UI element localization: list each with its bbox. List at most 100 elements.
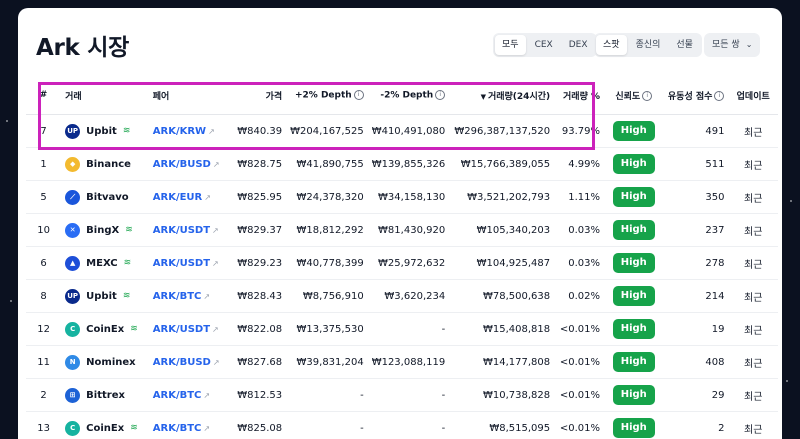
cell-volume-pct: 0.02% [554,279,605,313]
cell-price: ₩840.39 [230,114,287,148]
cell-depth-minus: ₩139,855,326 [367,147,450,181]
exchange-name-link[interactable]: Binance [86,158,131,170]
table-row[interactable]: 1 ◆ Binance ARK/BUSD ↗ ₩828.75 ₩41,890,755 ₩139… [26,147,778,181]
exchange-name-link[interactable]: Nominex [86,356,136,368]
external-link-icon[interactable]: ↗ [203,390,211,400]
filter-spot-button[interactable]: 스팟 [596,35,627,55]
exchange-name-link[interactable]: Bittrex [86,389,125,401]
cell-depth-plus: ₩40,778,399 [286,246,368,280]
cell-volume: ₩15,766,389,055 [449,147,555,181]
upbit-logo-icon: UP [65,123,81,139]
external-link-icon[interactable]: ↗ [212,159,220,169]
header-depth-minus[interactable]: -2% Depth i [367,76,450,115]
filter-futures-button[interactable]: 선물 [676,40,693,50]
pair-link[interactable]: ARK/BTC [152,389,202,401]
external-link-icon[interactable]: ↗ [212,225,219,235]
cell-depth-minus: ₩3,620,234 [367,279,450,313]
cell-depth-minus: ₩34,158,130 [367,180,450,214]
cell-trust: High [604,279,664,313]
cell-price: ₩825.95 [230,180,287,214]
external-link-icon[interactable]: ↗ [203,291,211,301]
header-updated[interactable]: 업데이트 [728,76,778,115]
header-pair[interactable]: 페어 [148,76,231,115]
header-rank[interactable]: # [26,76,62,115]
pair-link[interactable]: ARK/USDT [152,323,211,335]
header-exchange[interactable]: 거래 [61,76,149,115]
verified-stack-icon: ≋ [125,225,133,235]
table-row[interactable]: 12 C CoinEx ≋ ARK/USDT ↗ ₩822.08 ₩13,375,530- ₩1… [26,312,778,346]
cell-volume-pct: 0.03% [554,246,605,280]
cell-rank: 10 [26,213,62,247]
pair-link[interactable]: ARK/EUR [152,191,203,203]
trade-type-filter: 스팟 종신의 선물 [594,33,702,57]
filter-all-button[interactable]: 모두 [495,35,526,55]
exchange-name-link[interactable]: Upbit [86,290,117,302]
table-row[interactable]: 10 ✕ BingX ≋ ARK/USDT ↗ ₩829.37 ₩18,812,292 ₩81,… [26,213,778,247]
header-price[interactable]: 가격 [230,76,287,115]
header-trust-label: 신뢰도 [615,91,641,102]
bittrex-logo-icon: ⊞ [65,387,81,403]
table-row[interactable]: 5 ⟋ Bitvavo ARK/EUR ↗ ₩825.95 ₩24,378,320 ₩34,1… [26,180,778,214]
binance-logo-icon: ◆ [65,156,81,172]
cell-pair: ARK/USDT ↗ [148,246,231,280]
pair-link[interactable]: ARK/USDT [152,224,211,236]
header-depth-plus[interactable]: +2% Depth i [286,76,368,115]
external-link-icon[interactable]: ↗ [212,324,219,334]
exchange-name-link[interactable]: CoinEx [86,422,125,434]
cell-volume: ₩3,521,202,793 [449,180,555,214]
header-volume[interactable]: ▼ 거래량(24시간) [449,76,555,115]
header-trust[interactable]: 신뢰도 i [604,76,664,115]
trust-badge: High [612,418,655,438]
cell-trust: High [604,312,664,346]
pair-link[interactable]: ARK/BTC [152,290,202,302]
filter-perpetual-button[interactable]: 종신의 [635,40,661,50]
external-link-icon[interactable]: ↗ [204,192,211,202]
exchange-name-link[interactable]: Upbit [86,125,117,137]
table-row[interactable]: 2 ⊞ Bittrex ARK/BTC ↗ ₩812.53- - ₩10,738,828 <0.… [26,378,778,412]
table-row[interactable]: 13 C CoinEx ≋ ARK/BTC ↗ ₩825.08- - ₩8,515,095 <0.… [26,411,778,439]
cell-updated: 최근 [728,246,778,280]
pair-link[interactable]: ARK/BUSD [152,356,211,368]
external-link-icon[interactable]: ↗ [208,126,215,136]
cell-depth-plus: ₩8,756,910 [286,279,368,313]
trust-badge: High [612,187,655,207]
header-volume-label: 거래량(24시간) [487,91,551,102]
exchange-name-link[interactable]: BingX [86,224,120,236]
table-row[interactable]: 8 UP Upbit ≋ ARK/BTC ↗ ₩828.43 ₩8,756,910 ₩3,620… [26,279,778,313]
cell-exchange: ✕ BingX ≋ [61,213,149,247]
pair-dropdown[interactable]: 모든 쌍 ⌄ [704,33,761,57]
table-row[interactable]: 6 ▲ MEXC ≋ ARK/USDT ↗ ₩829.23 ₩40,778,399 ₩25,97… [26,246,778,280]
info-icon[interactable]: i [353,89,364,100]
table-row[interactable]: 11 N Nominex ARK/BUSD ↗ ₩827.68 ₩39,831,204 ₩12… [26,345,778,379]
external-link-icon[interactable]: ↗ [203,423,211,433]
header-liquidity[interactable]: 유동성 점수 i [663,76,729,115]
upbit-logo-icon: UP [65,288,81,304]
trust-badge: High [612,220,655,240]
filter-cex-button[interactable]: CEX [534,40,553,50]
cell-exchange: UP Upbit ≋ [61,279,149,313]
cell-trust: High [604,345,664,379]
pair-link[interactable]: ARK/KRW [152,125,207,137]
cell-liquidity: 511 [663,147,729,181]
header-volume-pct[interactable]: 거래량 % [554,76,605,115]
info-icon[interactable]: i [642,91,653,101]
info-icon[interactable]: i [714,91,725,101]
exchange-name-link[interactable]: CoinEx [86,323,125,335]
external-link-icon[interactable]: ↗ [212,258,219,268]
trust-badge: High [612,253,655,273]
cell-depth-plus: ₩13,375,530 [286,312,368,346]
cell-depth-minus: - [367,312,450,346]
coinex-logo-icon: C [65,321,81,337]
external-link-icon[interactable]: ↗ [212,357,220,367]
exchange-name-link[interactable]: MEXC [86,257,118,269]
pair-link[interactable]: ARK/USDT [152,257,211,269]
background-star [790,200,792,202]
filter-dex-button[interactable]: DEX [568,40,588,50]
info-icon[interactable]: i [435,89,446,100]
pair-link[interactable]: ARK/BUSD [152,158,211,170]
exchange-name-link[interactable]: Bitvavo [86,191,129,203]
cell-depth-plus: ₩39,831,204 [286,345,368,379]
cell-rank: 6 [26,246,62,280]
pair-link[interactable]: ARK/BTC [152,422,202,434]
table-row[interactable]: 7 UP Upbit ≋ ARK/KRW ↗ ₩840.39 ₩204,167,525 ₩410… [26,114,778,148]
